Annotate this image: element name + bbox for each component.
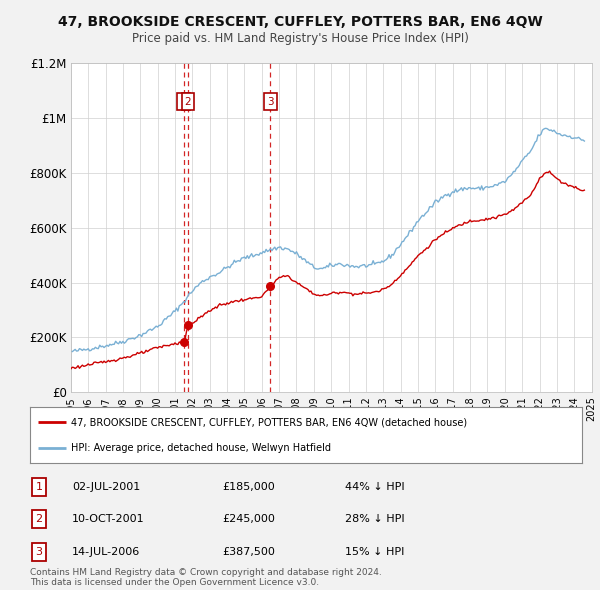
Text: 1: 1 (35, 482, 43, 491)
Text: 47, BROOKSIDE CRESCENT, CUFFLEY, POTTERS BAR, EN6 4QW (detached house): 47, BROOKSIDE CRESCENT, CUFFLEY, POTTERS… (71, 417, 467, 427)
Text: 2: 2 (35, 514, 43, 524)
Text: 1: 1 (181, 97, 187, 107)
Text: 3: 3 (35, 547, 43, 556)
Text: 14-JUL-2006: 14-JUL-2006 (72, 547, 140, 556)
Text: £185,000: £185,000 (222, 482, 275, 491)
Text: £245,000: £245,000 (222, 514, 275, 524)
Text: Contains HM Land Registry data © Crown copyright and database right 2024.: Contains HM Land Registry data © Crown c… (30, 568, 382, 577)
Text: 02-JUL-2001: 02-JUL-2001 (72, 482, 140, 491)
Text: 3: 3 (267, 97, 274, 107)
Text: 44% ↓ HPI: 44% ↓ HPI (345, 482, 404, 491)
Text: Price paid vs. HM Land Registry's House Price Index (HPI): Price paid vs. HM Land Registry's House … (131, 32, 469, 45)
Text: 28% ↓ HPI: 28% ↓ HPI (345, 514, 404, 524)
Text: 10-OCT-2001: 10-OCT-2001 (72, 514, 145, 524)
Text: 15% ↓ HPI: 15% ↓ HPI (345, 547, 404, 556)
Text: 2: 2 (185, 97, 191, 107)
Text: This data is licensed under the Open Government Licence v3.0.: This data is licensed under the Open Gov… (30, 578, 319, 587)
Text: £387,500: £387,500 (222, 547, 275, 556)
Text: 47, BROOKSIDE CRESCENT, CUFFLEY, POTTERS BAR, EN6 4QW: 47, BROOKSIDE CRESCENT, CUFFLEY, POTTERS… (58, 15, 542, 29)
Text: HPI: Average price, detached house, Welwyn Hatfield: HPI: Average price, detached house, Welw… (71, 443, 331, 453)
